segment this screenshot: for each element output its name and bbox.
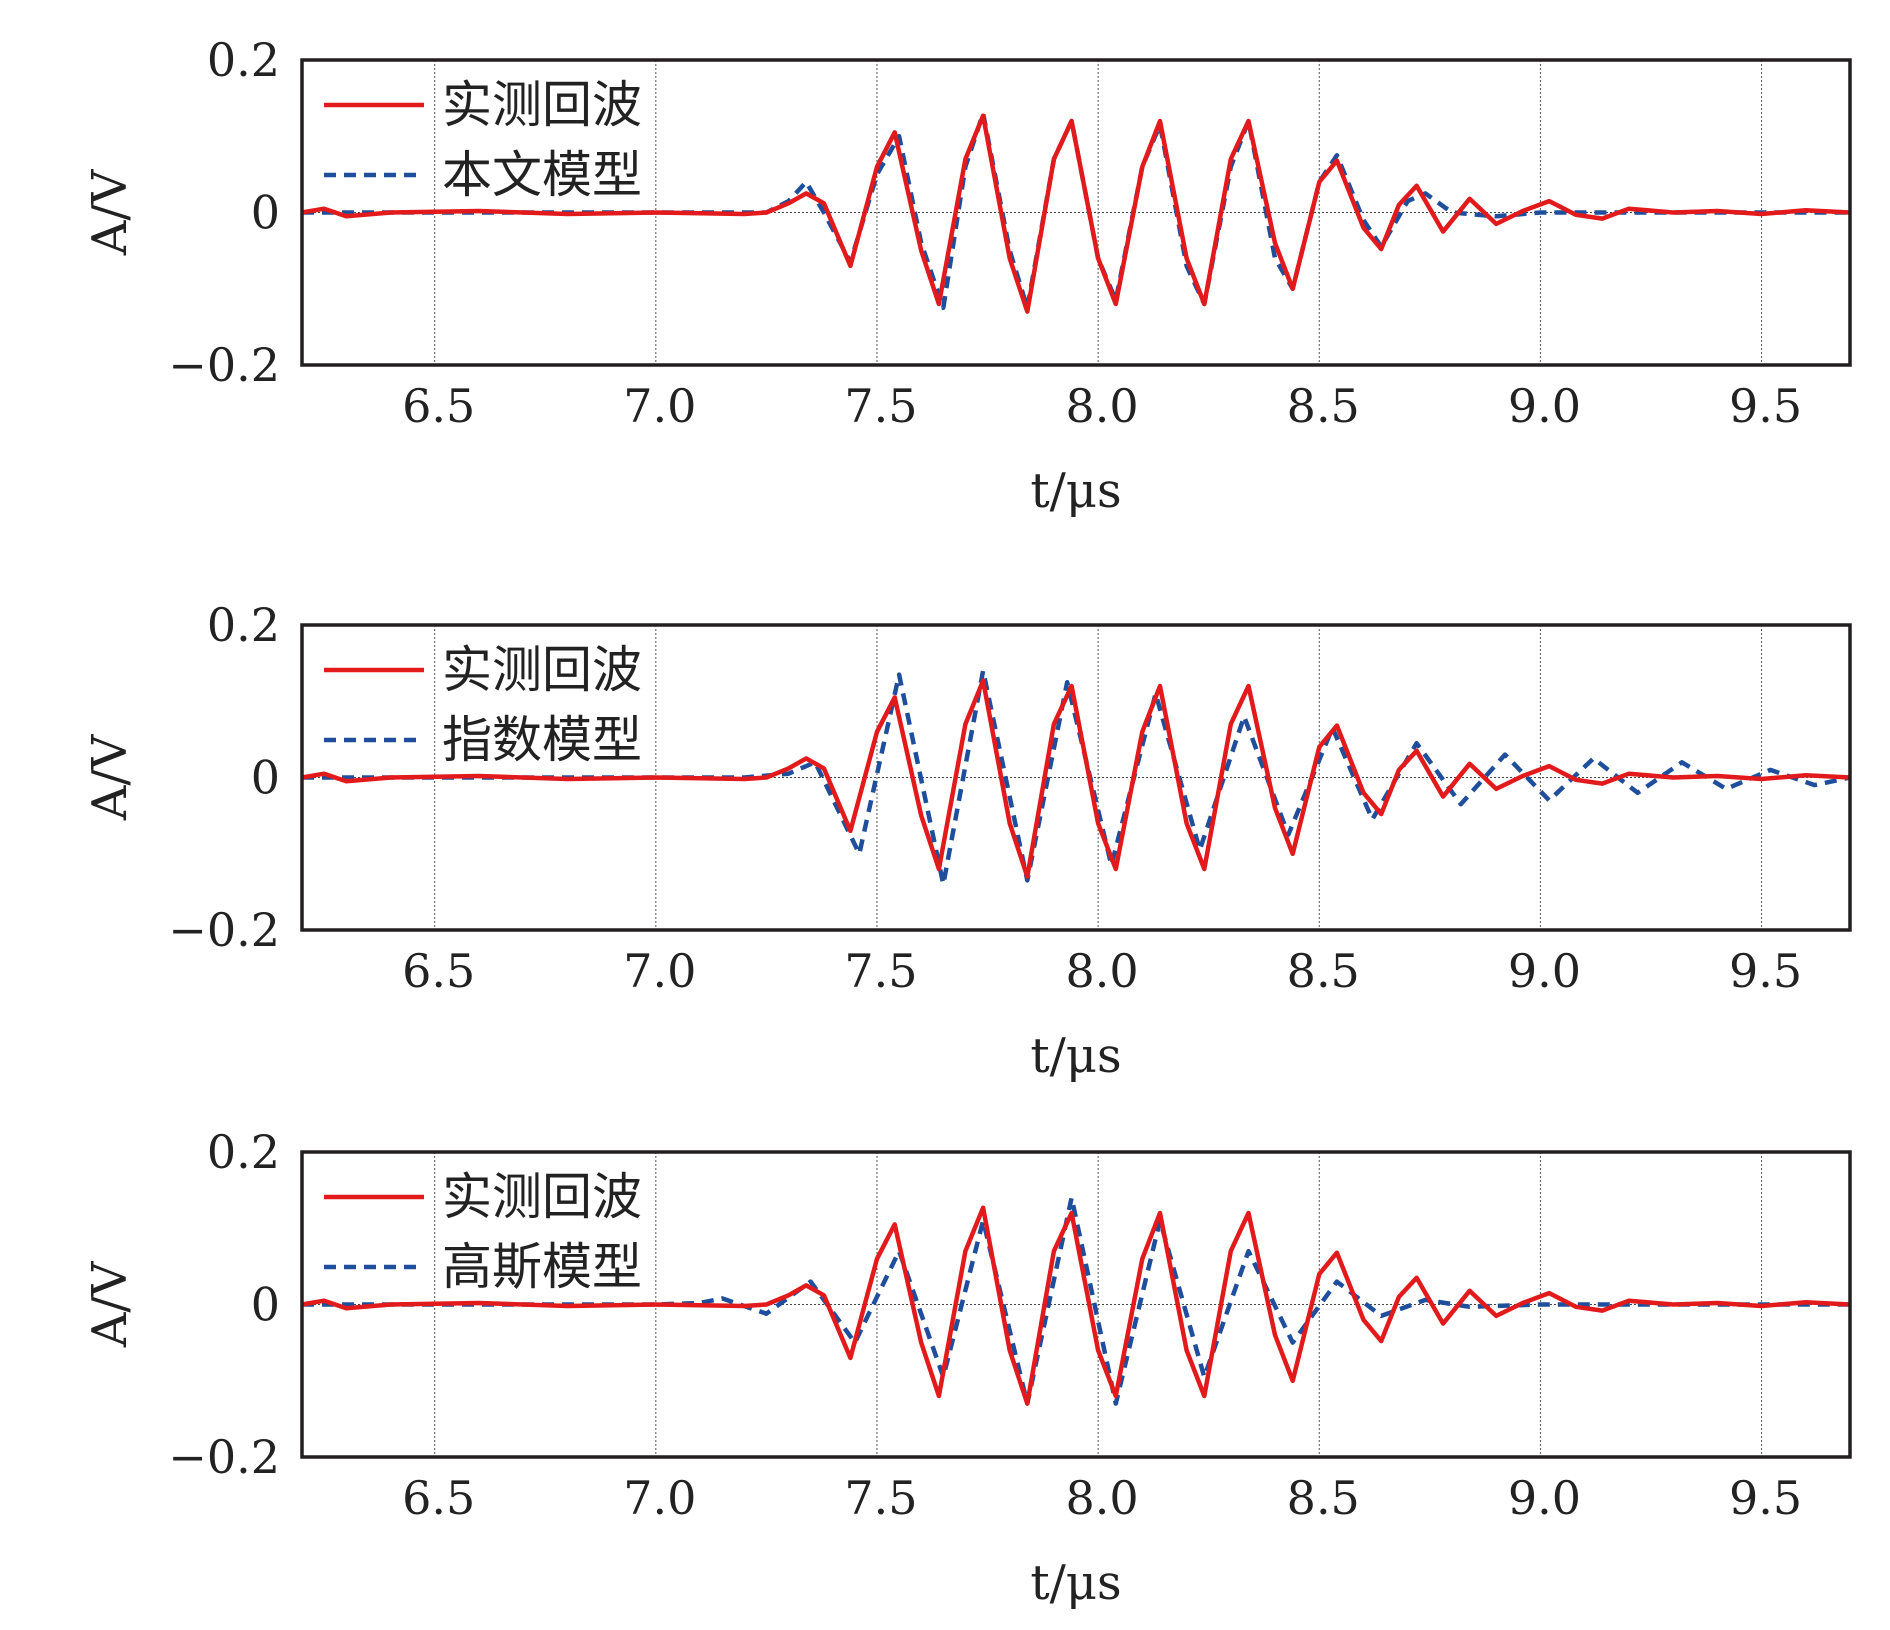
y-tick-labels: 0.2 0 −0.2 xyxy=(168,598,280,957)
series-measured-line xyxy=(301,678,1851,879)
x-axis-label: t/μs xyxy=(1030,463,1121,519)
x-axis-label: t/μs xyxy=(1030,1555,1121,1611)
x-tick-label: 7.0 xyxy=(623,1471,696,1525)
y-tick-labels: 0.2 0 −0.2 xyxy=(168,33,280,392)
y-axis-label: A/V xyxy=(82,168,138,256)
x-tick-label: 6.5 xyxy=(402,944,475,998)
x-tick-label: 7.0 xyxy=(623,944,696,998)
y-tick-label: 0 xyxy=(251,186,280,240)
x-tick-label: 7.0 xyxy=(623,379,696,433)
x-tick-label: 7.5 xyxy=(844,944,917,998)
legend-model-label: 本文模型 xyxy=(442,146,642,204)
x-tick-label: 7.5 xyxy=(844,1471,917,1525)
legend-measured-label: 实测回波 xyxy=(442,641,642,699)
x-tick-labels: 6.5 7.0 7.5 8.0 8.5 9.0 9.5 xyxy=(402,1471,1802,1525)
x-tick-label: 8.0 xyxy=(1066,944,1139,998)
y-tick-label: 0 xyxy=(251,751,280,805)
y-tick-label: 0.2 xyxy=(207,1125,280,1179)
x-tick-label: 8.5 xyxy=(1287,1471,1360,1525)
series-measured-line xyxy=(301,113,1851,314)
y-tick-label: −0.2 xyxy=(168,903,280,957)
legend-measured-label: 实测回波 xyxy=(442,1168,642,1226)
y-tick-label: 0.2 xyxy=(207,598,280,652)
x-tick-label: 8.5 xyxy=(1287,379,1360,433)
y-axis-label: A/V xyxy=(82,1260,138,1348)
x-tick-label: 8.0 xyxy=(1066,1471,1139,1525)
x-tick-label: 7.5 xyxy=(844,379,917,433)
series-measured-line xyxy=(301,1205,1851,1406)
x-tick-label: 9.5 xyxy=(1729,944,1802,998)
legend-model-label: 指数模型 xyxy=(442,711,642,769)
x-tick-label: 9.0 xyxy=(1508,944,1581,998)
plot-frame xyxy=(300,58,1852,367)
x-tick-labels: 6.5 7.0 7.5 8.0 8.5 9.0 9.5 xyxy=(402,379,1802,433)
x-tick-label: 9.5 xyxy=(1729,1471,1802,1525)
panel-bottom: 6.5 7.0 7.5 8.0 8.5 9.0 9.5 0.20−0.2 t/μs A/V … xyxy=(82,1125,1852,1611)
legend: 实测回波 本文模型 xyxy=(324,76,642,204)
x-tick-label: 8.0 xyxy=(1066,379,1139,433)
y-tick-label: 0.2 xyxy=(207,33,280,87)
x-tick-label: 9.5 xyxy=(1729,379,1802,433)
y-tick-label: 0 xyxy=(251,1278,280,1332)
plot-frame xyxy=(300,623,1852,932)
y-tick-label: −0.2 xyxy=(168,1430,280,1484)
legend: 实测回波 指数模型 xyxy=(324,641,642,769)
plot-frame xyxy=(300,1150,1852,1459)
legend-model-label: 高斯模型 xyxy=(442,1238,642,1296)
x-tick-label: 9.0 xyxy=(1508,1471,1581,1525)
x-tick-labels: 6.5 7.0 7.5 8.0 8.5 9.0 9.5 xyxy=(402,944,1802,998)
x-tick-label: 6.5 xyxy=(402,1471,475,1525)
panel-top: 6.5 7.0 7.5 8.0 8.5 9.0 9.5 0.20−0.2 t/μs A/V … xyxy=(82,33,1852,519)
x-tick-label: 9.0 xyxy=(1508,379,1581,433)
y-axis-label: A/V xyxy=(82,733,138,821)
y-tick-label: −0.2 xyxy=(168,338,280,392)
y-tick-labels: 0.2 0 −0.2 xyxy=(168,1125,280,1484)
x-tick-label: 8.5 xyxy=(1287,944,1360,998)
x-axis-label: t/μs xyxy=(1030,1028,1121,1084)
legend: 实测回波 高斯模型 xyxy=(324,1168,642,1296)
x-tick-label: 6.5 xyxy=(402,379,475,433)
legend-measured-label: 实测回波 xyxy=(442,76,642,134)
panel-middle: 6.5 7.0 7.5 8.0 8.5 9.0 9.5 0.20−0.2 t/μs A/V … xyxy=(82,598,1852,1084)
